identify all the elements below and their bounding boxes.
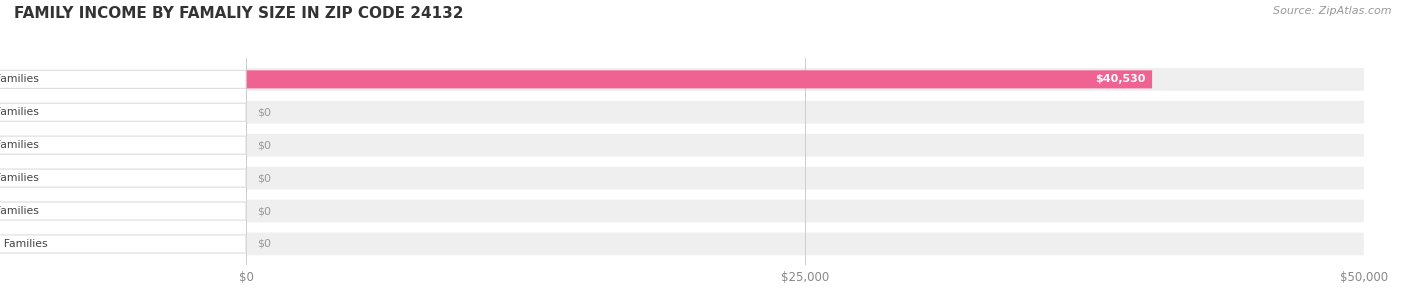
FancyBboxPatch shape xyxy=(0,136,246,154)
Text: Source: ZipAtlas.com: Source: ZipAtlas.com xyxy=(1274,6,1392,16)
FancyBboxPatch shape xyxy=(246,167,1364,189)
FancyBboxPatch shape xyxy=(0,70,246,88)
FancyBboxPatch shape xyxy=(0,202,246,220)
FancyBboxPatch shape xyxy=(246,134,1364,156)
Text: $0: $0 xyxy=(257,107,271,117)
Text: 4-Person Families: 4-Person Families xyxy=(0,140,39,150)
Text: FAMILY INCOME BY FAMALIY SIZE IN ZIP CODE 24132: FAMILY INCOME BY FAMALIY SIZE IN ZIP COD… xyxy=(14,6,464,21)
Text: 7+ Person Families: 7+ Person Families xyxy=(0,239,48,249)
FancyBboxPatch shape xyxy=(0,169,246,187)
FancyBboxPatch shape xyxy=(246,68,1364,91)
Text: 3-Person Families: 3-Person Families xyxy=(0,107,39,117)
Text: $0: $0 xyxy=(257,239,271,249)
Text: $0: $0 xyxy=(257,173,271,183)
FancyBboxPatch shape xyxy=(246,70,1152,88)
FancyBboxPatch shape xyxy=(246,233,1364,255)
Text: 6-Person Families: 6-Person Families xyxy=(0,206,39,216)
FancyBboxPatch shape xyxy=(246,101,1364,124)
Text: 5-Person Families: 5-Person Families xyxy=(0,173,39,183)
FancyBboxPatch shape xyxy=(0,235,246,253)
Text: $0: $0 xyxy=(257,206,271,216)
FancyBboxPatch shape xyxy=(246,200,1364,222)
FancyBboxPatch shape xyxy=(0,103,246,121)
Text: 2-Person Families: 2-Person Families xyxy=(0,74,39,84)
Text: $0: $0 xyxy=(257,140,271,150)
Text: $40,530: $40,530 xyxy=(1095,74,1146,84)
